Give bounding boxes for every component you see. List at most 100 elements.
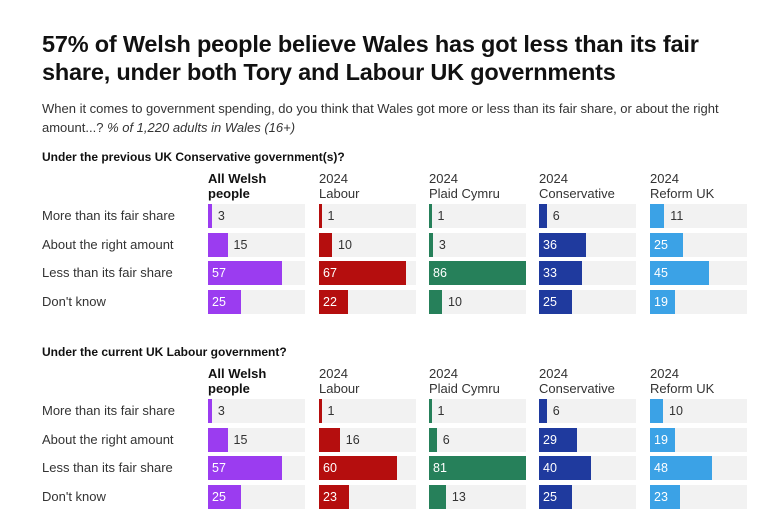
bar-track: 13 bbox=[429, 484, 526, 509]
bar bbox=[208, 456, 283, 480]
series-header: All Welsh people bbox=[208, 366, 267, 396]
series-header: 2024 Plaid Cymru bbox=[429, 366, 500, 396]
bar bbox=[319, 232, 332, 257]
bar bbox=[429, 261, 526, 285]
bar bbox=[429, 427, 437, 452]
bar-track: 40 bbox=[539, 456, 636, 480]
data-label: 25 bbox=[654, 237, 668, 252]
bar bbox=[539, 232, 586, 257]
data-label: 10 bbox=[448, 294, 462, 309]
data-label: 86 bbox=[433, 266, 447, 280]
bar bbox=[319, 289, 348, 314]
bar-track: 3 bbox=[429, 232, 526, 257]
bar-track: 1 bbox=[429, 204, 526, 228]
bar bbox=[650, 456, 713, 480]
data-label: 3 bbox=[217, 209, 225, 223]
bar-track: 25 bbox=[650, 232, 747, 257]
bar bbox=[319, 204, 322, 228]
bar bbox=[650, 204, 665, 228]
bar-track: 1 bbox=[429, 399, 526, 423]
data-label: 6 bbox=[442, 432, 450, 447]
bar-track: 11 bbox=[650, 204, 747, 228]
data-label: 22 bbox=[323, 294, 337, 309]
bar-track: 29 bbox=[539, 427, 636, 452]
bar bbox=[650, 484, 680, 509]
data-label: 10 bbox=[669, 404, 683, 418]
bar bbox=[650, 399, 663, 423]
bar bbox=[208, 399, 212, 423]
bar bbox=[539, 427, 577, 452]
bar-track: 16 bbox=[319, 427, 416, 452]
data-label: 6 bbox=[552, 209, 560, 223]
bar-track: 67 bbox=[319, 261, 416, 285]
data-label: 48 bbox=[654, 461, 668, 475]
category-label: More than its fair share bbox=[42, 403, 175, 418]
bar-track: 25 bbox=[539, 289, 636, 314]
bar-track: 25 bbox=[208, 289, 305, 314]
category-label: About the right amount bbox=[42, 236, 174, 252]
bar bbox=[319, 399, 322, 423]
bar-track: 10 bbox=[650, 399, 747, 423]
chart-title: 57% of Welsh people believe Wales has go… bbox=[42, 31, 699, 85]
data-label: 19 bbox=[654, 294, 668, 309]
bar-track: 6 bbox=[539, 399, 636, 423]
data-label: 67 bbox=[323, 266, 337, 280]
series-header: 2024 Labour bbox=[319, 171, 360, 201]
bar bbox=[429, 484, 446, 509]
data-label: 10 bbox=[338, 237, 352, 252]
bar bbox=[208, 232, 228, 257]
data-label: 29 bbox=[543, 432, 557, 447]
bar bbox=[429, 289, 442, 314]
data-label: 81 bbox=[433, 461, 447, 475]
bar bbox=[429, 456, 526, 480]
subtitle-question: When it comes to government spending, do… bbox=[42, 101, 719, 135]
series-header: All Welsh people bbox=[208, 171, 267, 201]
bar-track: 23 bbox=[650, 484, 747, 509]
series-header: 2024 Plaid Cymru bbox=[429, 171, 500, 201]
series-header: 2024 Conservative bbox=[539, 366, 615, 396]
data-label: 1 bbox=[437, 209, 445, 223]
data-label: 3 bbox=[217, 404, 225, 418]
bar bbox=[208, 427, 228, 452]
bar-track: 36 bbox=[539, 232, 636, 257]
bar bbox=[208, 261, 283, 285]
data-label: 23 bbox=[323, 489, 337, 504]
bar-track: 81 bbox=[429, 456, 526, 480]
category-label: Don't know bbox=[42, 488, 106, 504]
data-label: 1 bbox=[327, 404, 335, 418]
bar-track: 1 bbox=[319, 399, 416, 423]
bar-track: 6 bbox=[429, 427, 526, 452]
category-label: Less than its fair share bbox=[42, 265, 173, 280]
data-label: 60 bbox=[323, 461, 337, 475]
bar bbox=[650, 289, 675, 314]
data-label: 25 bbox=[212, 489, 226, 504]
bar bbox=[539, 456, 591, 480]
bar bbox=[539, 399, 547, 423]
bar bbox=[319, 261, 407, 285]
bar-track: 25 bbox=[208, 484, 305, 509]
bar-track: 48 bbox=[650, 456, 747, 480]
bar bbox=[650, 232, 683, 257]
category-label: More than its fair share bbox=[42, 208, 175, 223]
bar-track: 19 bbox=[650, 427, 747, 452]
category-label: About the right amount bbox=[42, 431, 174, 447]
bar-track: 45 bbox=[650, 261, 747, 285]
bar bbox=[650, 427, 675, 452]
data-label: 3 bbox=[438, 237, 446, 252]
bar-track: 60 bbox=[319, 456, 416, 480]
bar-track: 15 bbox=[208, 427, 305, 452]
data-label: 23 bbox=[654, 489, 668, 504]
bar-track: 1 bbox=[319, 204, 416, 228]
category-label: Don't know bbox=[42, 293, 106, 309]
bar bbox=[539, 289, 572, 314]
data-label: 1 bbox=[437, 404, 445, 418]
data-label: 36 bbox=[543, 237, 557, 252]
bar bbox=[429, 232, 433, 257]
series-header: 2024 Reform UK bbox=[650, 366, 715, 396]
data-label: 15 bbox=[233, 432, 248, 447]
section-title: Under the previous UK Conservative gover… bbox=[42, 150, 345, 164]
data-label: 16 bbox=[345, 432, 360, 447]
bar bbox=[429, 204, 432, 228]
bar bbox=[539, 484, 572, 509]
data-label: 6 bbox=[552, 404, 560, 418]
